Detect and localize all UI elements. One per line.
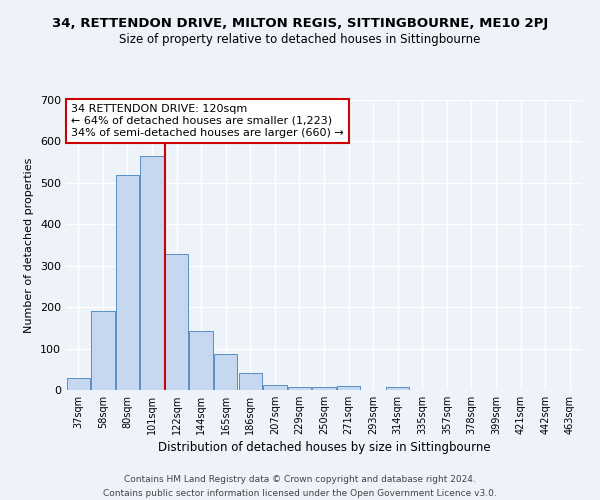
- Text: Size of property relative to detached houses in Sittingbourne: Size of property relative to detached ho…: [119, 32, 481, 46]
- Text: Contains HM Land Registry data © Crown copyright and database right 2024.
Contai: Contains HM Land Registry data © Crown c…: [103, 476, 497, 498]
- Bar: [337, 386, 360, 390]
- Bar: [67, 378, 90, 390]
- Bar: [263, 385, 287, 390]
- Bar: [165, 254, 188, 390]
- Bar: [91, 311, 115, 390]
- Text: 34 RETTENDON DRIVE: 120sqm
← 64% of detached houses are smaller (1,223)
34% of s: 34 RETTENDON DRIVE: 120sqm ← 64% of deta…: [71, 104, 344, 138]
- Text: 34, RETTENDON DRIVE, MILTON REGIS, SITTINGBOURNE, ME10 2PJ: 34, RETTENDON DRIVE, MILTON REGIS, SITTI…: [52, 18, 548, 30]
- Bar: [288, 386, 311, 390]
- Bar: [116, 175, 139, 390]
- Bar: [214, 354, 238, 390]
- Bar: [386, 386, 409, 390]
- Bar: [313, 386, 335, 390]
- Bar: [140, 156, 164, 390]
- Bar: [190, 331, 213, 390]
- X-axis label: Distribution of detached houses by size in Sittingbourne: Distribution of detached houses by size …: [158, 441, 490, 454]
- Y-axis label: Number of detached properties: Number of detached properties: [25, 158, 34, 332]
- Bar: [239, 374, 262, 390]
